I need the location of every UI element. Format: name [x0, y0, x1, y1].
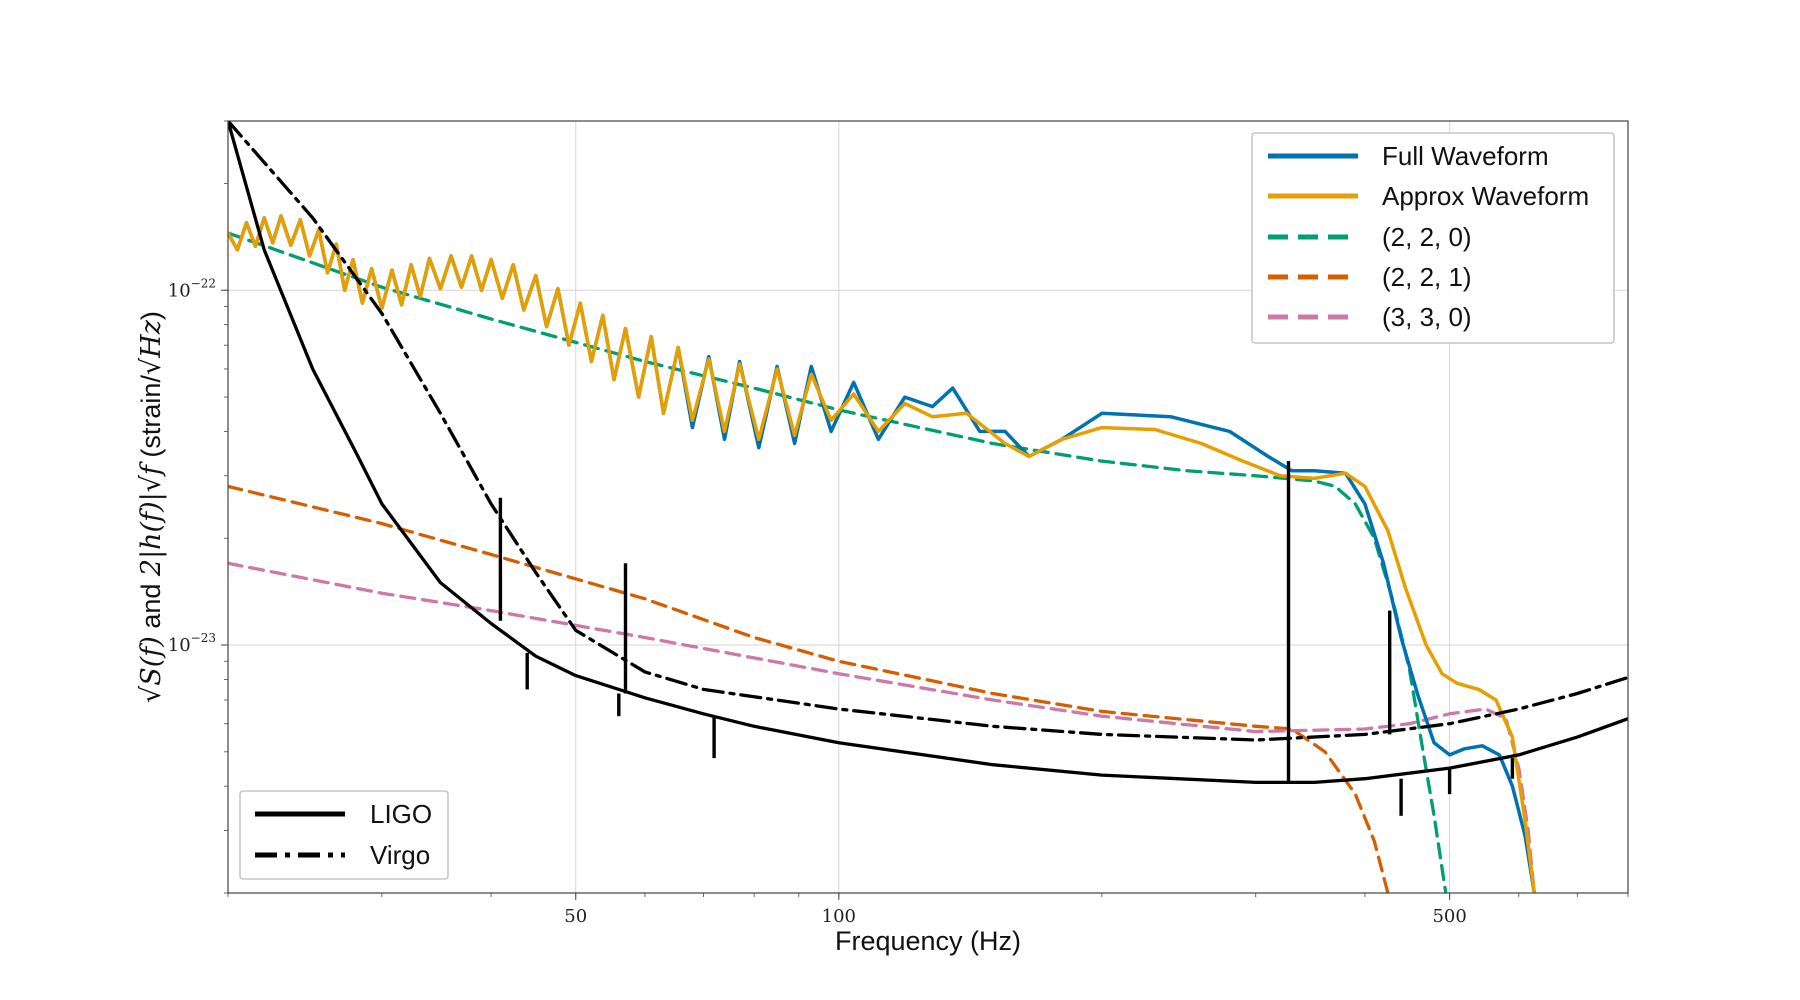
y-label-units: (strain/ [136, 375, 166, 466]
y-axis-label: √S(f) and 2|h(f)|√f (strain/√Hz) [136, 311, 167, 703]
y-label-sqrt-s: √S(f) [136, 636, 167, 703]
series-ligo-line [228, 121, 1628, 785]
tick-layer: 50 100 500 10−23 10−22 [168, 120, 1629, 927]
y-label-strain-expr: 2|h(f)|√f [136, 461, 167, 577]
legend-label-330: (3, 3, 0) [1382, 302, 1472, 332]
series-approx-line [228, 214, 1537, 893]
x-tick-label: 100 [822, 906, 856, 927]
y-tick-label: 10−22 [168, 276, 216, 301]
series-m221-line [228, 484, 1390, 893]
y-label-sqrt-hz: √Hz [136, 319, 167, 375]
y-tick-label: 10−23 [168, 631, 216, 656]
plot-frame [227, 120, 1629, 894]
legend-detectors: LIGO Virgo [239, 790, 449, 880]
legend-label-220: (2, 2, 0) [1382, 222, 1472, 252]
legend-waveforms-box [1251, 132, 1615, 344]
y-label-and: and [136, 576, 166, 636]
x-axis-label: Frequency (Hz) [835, 926, 1021, 956]
legend-label-full: Full Waveform [1382, 141, 1549, 171]
legend-label-approx: Approx Waveform [1382, 181, 1589, 211]
legend-label-ligo: LIGO [370, 799, 432, 829]
legend-waveforms: Full Waveform Approx Waveform (2, 2, 0) … [1251, 132, 1615, 344]
x-tick-label: 500 [1432, 906, 1466, 927]
legend-label-virgo: Virgo [370, 840, 430, 870]
x-tick-label: 50 [564, 906, 587, 927]
y-label-close: ) [136, 311, 166, 320]
series-layer [228, 121, 1628, 893]
legend-label-221: (2, 2, 1) [1382, 262, 1472, 292]
series-virgo-line [228, 121, 1628, 742]
